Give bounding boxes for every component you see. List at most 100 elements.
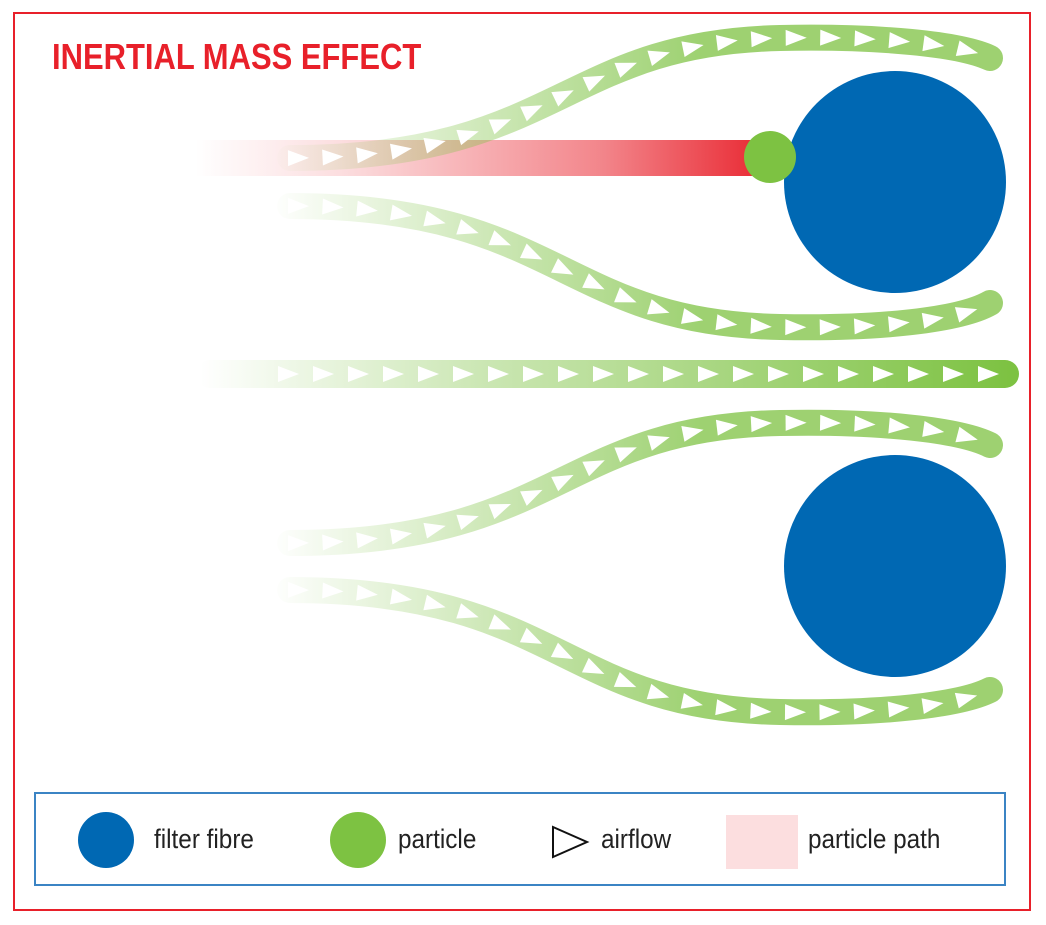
airflow-arrow-icon: [819, 319, 841, 336]
airflow-arrow-icon: [785, 319, 807, 336]
airflow-arrow-icon: [921, 312, 944, 329]
airflow-arrow-icon: [628, 366, 649, 382]
airflow-arrow-icon: [389, 528, 412, 545]
airflow-arrow-icon: [551, 258, 574, 275]
airflow-arrow-icon: [278, 366, 299, 382]
airflow-arrow-icon: [943, 366, 964, 382]
airflow-arrow-icon: [456, 603, 479, 619]
airflow-arrow-icon: [520, 105, 543, 122]
airflow-arrow-icon: [854, 415, 876, 432]
airflow-arrow-icon: [819, 704, 841, 721]
airflow-arrow-icon: [784, 704, 806, 721]
airflow-arrow-icon: [456, 514, 479, 530]
airflow-arrow-icon: [582, 460, 605, 477]
airflow-arrow-icon: [322, 149, 344, 166]
airflow-arrow-icon: [519, 627, 543, 644]
airflow-arrow-icon: [715, 34, 738, 51]
airflow-arrow-icon: [647, 50, 670, 67]
airflow-arrow-icon: [322, 534, 344, 551]
airflow-arrow-icon: [520, 489, 543, 506]
airflow-arrow-icon: [614, 287, 637, 303]
airflow-arrow-icon: [423, 210, 446, 227]
airflow-arrow-icon: [389, 143, 412, 160]
airflow-arrow-icon: [488, 366, 509, 382]
airflow-arrow-icon: [921, 698, 944, 715]
airflow-arrows: [278, 29, 999, 721]
airflow-arrow-icon: [954, 692, 978, 709]
airflow-arrow-icon: [488, 119, 512, 135]
airflow-arrow-icon: [613, 671, 637, 688]
airflow-arrow-icon: [287, 581, 309, 598]
filter-fibre-bottom: [784, 455, 1006, 677]
airflow-arrow-icon: [750, 702, 772, 719]
airflow-arrow-icon: [854, 30, 876, 47]
airflow-arrow-icon: [389, 204, 412, 221]
airflow-arrow-icon: [853, 318, 876, 335]
airflow-arrow-icon: [423, 522, 446, 539]
airflow-arrow-icon: [313, 366, 334, 382]
airflow-arrow-icon: [954, 307, 978, 323]
airflow-arrow-icon: [853, 703, 875, 720]
airflow-arrow-icon: [383, 366, 404, 382]
airflow-arrow-icon: [681, 41, 704, 58]
airflow-arrow-icon: [488, 614, 511, 630]
airflow-arrow-icon: [614, 62, 637, 78]
airflow-arrow-icon: [715, 699, 738, 716]
legend-airflow-label: airflow: [601, 824, 672, 854]
airflow-arrow-icon: [488, 503, 512, 520]
filter-fibre-top: [784, 71, 1006, 293]
airflow-arrow-icon: [838, 366, 859, 382]
airflow-arrow-icon: [715, 419, 738, 436]
airflow-arrow-icon: [955, 426, 978, 443]
airflow-arrow-icon: [523, 366, 544, 382]
airflow-arrow-icon: [887, 701, 910, 718]
airflow-arrow-icon: [322, 198, 344, 215]
airflow-arrow-icon: [785, 414, 807, 431]
airflow-arrow-icon: [519, 243, 543, 260]
airflow-arrow-icon: [978, 366, 999, 382]
diagram-frame: [13, 12, 1031, 911]
airflow-arrow-icon: [582, 273, 605, 290]
airflow-arrow-icon: [348, 366, 369, 382]
airflow-arrow-icon: [582, 75, 606, 92]
airflow-arrow-icon: [287, 535, 309, 552]
legend-path-label: particle path: [808, 824, 941, 854]
particle: [744, 131, 796, 183]
airflow-arrow-icon: [698, 366, 719, 382]
airflow-arrow-icon: [456, 219, 479, 235]
legend-fibre-label: filter fibre: [154, 824, 254, 854]
airflow-arrow-icon: [614, 447, 637, 463]
airflow-arrow-icon: [922, 35, 945, 52]
airflow-arrow-icon: [453, 366, 474, 382]
airflow-arrow-icon: [888, 32, 911, 49]
airflow-arrow-icon: [356, 532, 378, 549]
airflow-arrow-icon: [322, 582, 344, 599]
airflow-arrow-icon: [785, 29, 807, 46]
airflow-arrow-icon: [768, 366, 789, 382]
airflow-arrow-icon: [550, 642, 574, 660]
airflow-arrow-icon: [819, 414, 842, 431]
legend-particle-swatch: [330, 812, 386, 868]
airflow-arrow-icon: [803, 366, 824, 382]
airflow-arrow-icon: [715, 314, 738, 331]
airflow-arrow-icon: [681, 308, 704, 324]
airflow-arrow-icon: [955, 40, 979, 57]
airflow-arrow-icon: [647, 435, 670, 451]
airflow-arrow-icon: [680, 693, 703, 709]
airflow-arrow-icon: [287, 150, 309, 167]
airflow-arrow-icon: [389, 588, 412, 605]
airflow-arrow-icon: [593, 366, 614, 382]
airflow-arrow-icon: [873, 366, 894, 382]
airflow-arrow-icon: [356, 200, 378, 217]
legend: filter fibre particle airflow particle p…: [34, 792, 1006, 886]
airflow-arrow-icon: [488, 230, 511, 246]
airflow-arrow-icon: [922, 421, 945, 437]
diagram-title: INERTIAL MASS EFFECT: [52, 36, 422, 77]
airflow-arrow-icon: [356, 584, 378, 601]
airflow-arrow-icon: [647, 299, 670, 315]
airflow-arrow-icon: [552, 825, 590, 859]
airflow-arrow-icon: [551, 474, 574, 492]
airflow-arrow-icon: [456, 129, 479, 146]
airflow-arrow-icon: [681, 426, 704, 442]
